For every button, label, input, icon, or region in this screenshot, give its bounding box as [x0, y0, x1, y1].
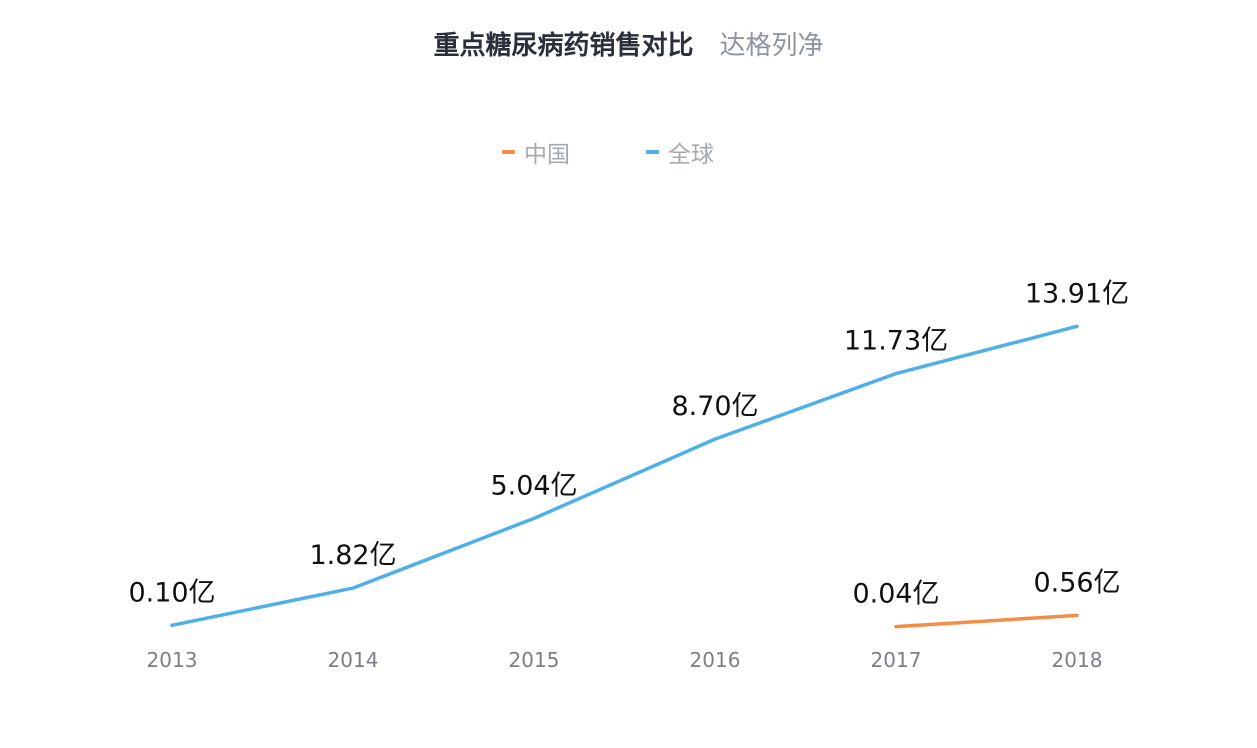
x-tick-label-2018: 2018 [1052, 648, 1103, 672]
data-label-global-2018: 13.91亿 [1025, 278, 1129, 309]
chart-legend: 中国 全球 [0, 134, 1257, 170]
legend-label-china: 中国 [524, 142, 570, 168]
legend-label-global: 全球 [668, 142, 714, 168]
legend-item-global[interactable]: 全球 [646, 134, 714, 170]
x-tick-label-2013: 2013 [147, 648, 198, 672]
data-label-china-2018: 0.56亿 [1033, 567, 1120, 598]
x-tick-label-2017: 2017 [871, 648, 922, 672]
x-tick-label-2016: 2016 [690, 648, 741, 672]
data-label-global-2015: 5.04亿 [490, 470, 577, 501]
data-label-global-2017: 11.73亿 [844, 326, 948, 357]
legend-swatch-global [646, 150, 659, 154]
legend-item-china[interactable]: 中国 [502, 134, 570, 170]
series-line-global [170, 324, 1079, 628]
data-label-global-2014: 1.82亿 [309, 540, 396, 571]
chart-subtitle: 达格列净 [719, 31, 824, 61]
chart-title-main: 重点糖尿病药销售对比 [433, 31, 694, 61]
data-label-global-2016: 8.70亿 [671, 391, 758, 422]
data-label-global-2013: 0.10亿 [128, 577, 215, 608]
plot-area: 2013 2014 2015 2016 2017 2018 0.04亿 0.56亿 0.10亿 1… [128, 278, 1129, 672]
legend-swatch-china [502, 150, 515, 154]
series-line-china [894, 613, 1079, 629]
data-label-china-2017: 0.04亿 [852, 579, 939, 610]
chart-title: 重点糖尿病药销售对比 达格列净 [0, 26, 1257, 66]
x-tick-label-2014: 2014 [328, 648, 379, 672]
x-tick-label-2015: 2015 [509, 648, 560, 672]
